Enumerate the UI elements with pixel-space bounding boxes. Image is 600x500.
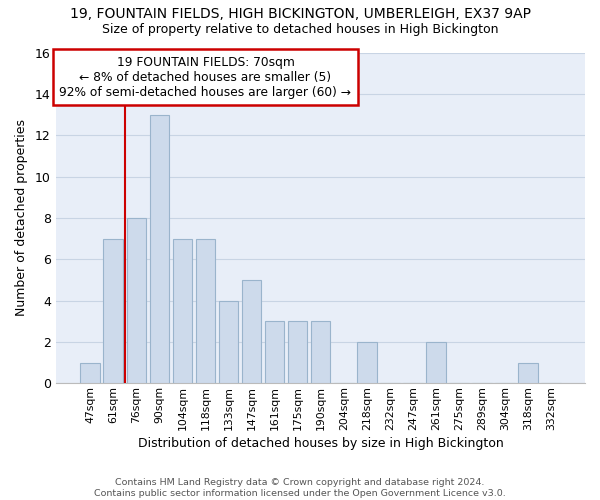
Bar xyxy=(311,322,331,384)
Text: 19 FOUNTAIN FIELDS: 70sqm
← 8% of detached houses are smaller (5)
92% of semi-de: 19 FOUNTAIN FIELDS: 70sqm ← 8% of detach… xyxy=(59,56,352,98)
Bar xyxy=(80,362,100,384)
Bar xyxy=(173,238,192,384)
Text: Contains HM Land Registry data © Crown copyright and database right 2024.
Contai: Contains HM Land Registry data © Crown c… xyxy=(94,478,506,498)
Bar xyxy=(426,342,446,384)
Bar xyxy=(127,218,146,384)
Bar xyxy=(265,322,284,384)
Bar xyxy=(103,238,123,384)
Text: 19, FOUNTAIN FIELDS, HIGH BICKINGTON, UMBERLEIGH, EX37 9AP: 19, FOUNTAIN FIELDS, HIGH BICKINGTON, UM… xyxy=(70,8,530,22)
Bar xyxy=(196,238,215,384)
Bar xyxy=(218,300,238,384)
X-axis label: Distribution of detached houses by size in High Bickington: Distribution of detached houses by size … xyxy=(138,437,503,450)
Bar xyxy=(242,280,262,384)
Bar xyxy=(518,362,538,384)
Y-axis label: Number of detached properties: Number of detached properties xyxy=(15,120,28,316)
Bar xyxy=(288,322,307,384)
Bar xyxy=(149,114,169,384)
Text: Size of property relative to detached houses in High Bickington: Size of property relative to detached ho… xyxy=(102,22,498,36)
Bar xyxy=(357,342,377,384)
